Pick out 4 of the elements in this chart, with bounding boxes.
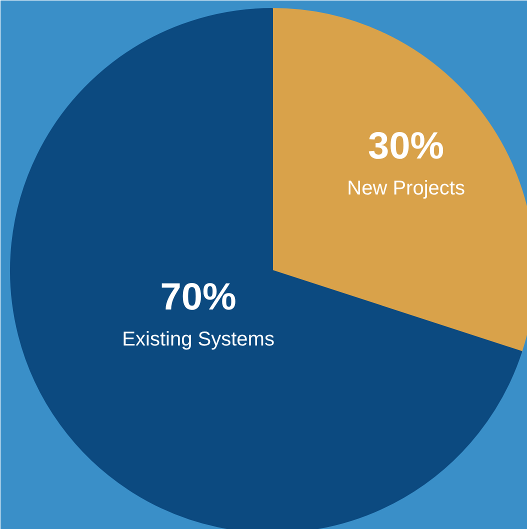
data-label: 30% bbox=[368, 125, 444, 168]
slice-label: Existing Systems bbox=[122, 328, 274, 350]
data-label: 70% bbox=[160, 276, 236, 318]
slice-label: New Projects bbox=[347, 177, 465, 200]
